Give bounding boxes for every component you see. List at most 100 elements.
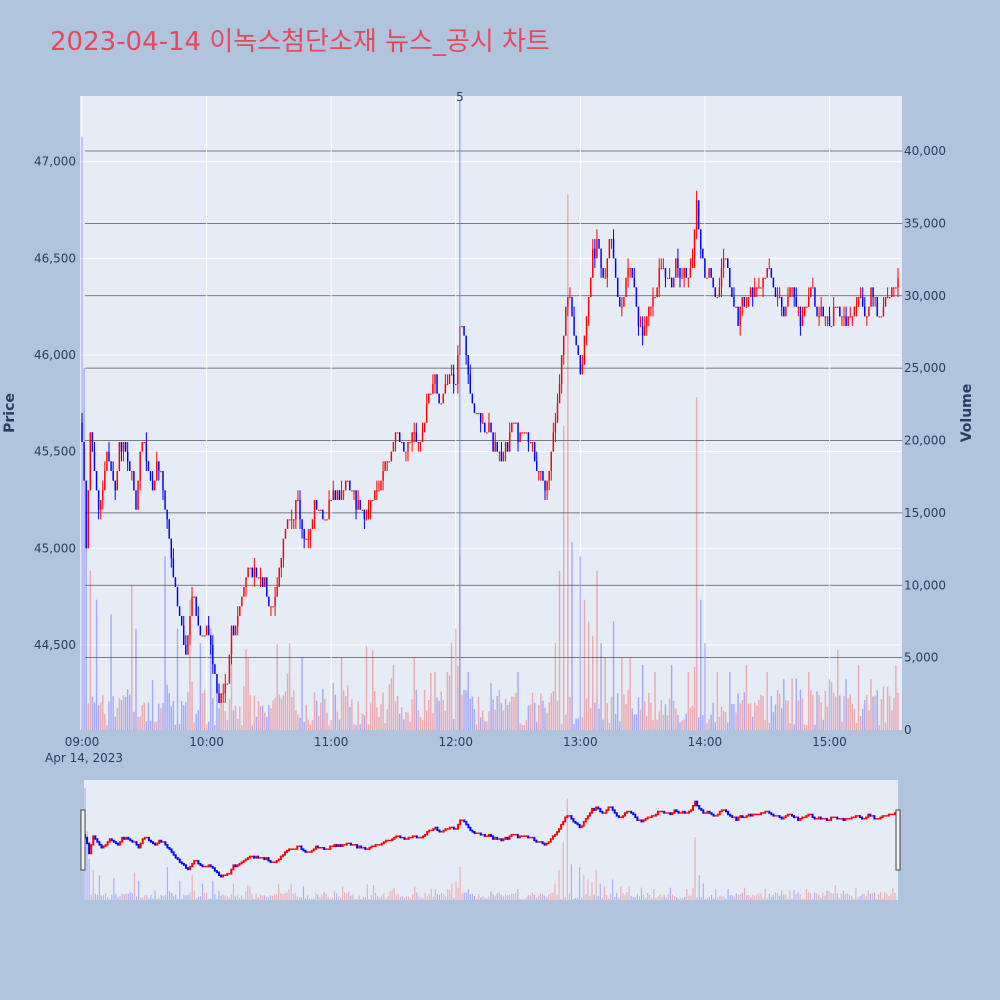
- volume-bar: [444, 710, 447, 730]
- candle-body: [695, 200, 698, 230]
- candle-body: [126, 451, 129, 462]
- volume-bar: [583, 599, 586, 730]
- candle-body: [847, 316, 849, 327]
- candle-body: [85, 480, 87, 549]
- candle-body: [496, 441, 498, 452]
- candle-body: [527, 432, 530, 442]
- candle-body: [440, 403, 442, 405]
- volume-bar: [754, 702, 756, 730]
- volume-bar: [880, 699, 883, 730]
- candle-body: [778, 297, 781, 299]
- candle-body: [290, 519, 293, 521]
- volume-bar: [693, 666, 696, 730]
- price-tick-label: 45,000: [34, 541, 76, 555]
- volume-bar: [502, 710, 505, 730]
- volume-bar: [571, 541, 573, 730]
- volume-bar: [828, 679, 831, 730]
- candle-body: [801, 316, 804, 327]
- volume-bar: [475, 724, 478, 730]
- candle-body: [700, 229, 702, 249]
- candle-body: [228, 654, 231, 684]
- candle-body: [112, 470, 114, 481]
- volume-bar: [533, 702, 536, 730]
- candle-body: [845, 316, 847, 327]
- candle-body: [226, 683, 229, 685]
- candle-body: [222, 693, 224, 695]
- candle-body: [479, 413, 482, 423]
- volume-bar: [95, 599, 98, 730]
- candle-body: [81, 422, 83, 442]
- volume-bar: [552, 691, 555, 730]
- candle-body: [324, 519, 326, 521]
- range-slider[interactable]: [84, 780, 898, 900]
- candle-body: [675, 258, 677, 278]
- time-tick-label: 14:00: [688, 735, 723, 749]
- candle-body: [893, 287, 895, 289]
- candle-body: [457, 355, 459, 385]
- candle-body: [567, 297, 569, 307]
- candle-body: [207, 625, 210, 636]
- candle-body: [886, 297, 889, 299]
- volume-bar: [870, 679, 872, 730]
- candle-body: [768, 268, 770, 270]
- candle-body: [805, 306, 808, 308]
- volume-bar: [569, 696, 571, 730]
- volume-bar: [548, 702, 550, 730]
- candle-body: [828, 316, 831, 327]
- volume-bar: [305, 704, 307, 730]
- volume-bar: [612, 621, 615, 730]
- candle-body: [374, 490, 376, 500]
- candle-body: [851, 316, 854, 318]
- candle-body: [614, 258, 617, 278]
- volume-bar: [234, 705, 237, 730]
- candle-body: [417, 441, 420, 444]
- volume-bar: [380, 704, 382, 730]
- volume-bar: [488, 711, 490, 730]
- candle-body: [749, 287, 752, 298]
- volume-bar: [714, 722, 717, 730]
- range-slider-left-handle[interactable]: [80, 809, 86, 871]
- candle-body: [592, 248, 594, 278]
- volume-bar: [436, 697, 438, 730]
- candle-body: [309, 528, 312, 539]
- volume-bar: [168, 693, 170, 730]
- candle-body: [139, 451, 141, 481]
- candle-body: [87, 490, 89, 549]
- volume-bar: [303, 721, 305, 730]
- volume-bar: [641, 664, 644, 730]
- volume-bar: [151, 679, 154, 730]
- candle-body: [315, 499, 318, 510]
- candle-body: [376, 490, 378, 492]
- candle-body: [774, 287, 777, 298]
- candle-body: [639, 326, 642, 328]
- volume-bar: [797, 700, 800, 730]
- volume-bar: [214, 725, 216, 730]
- candle-body: [351, 490, 353, 492]
- volume-bar: [446, 672, 449, 730]
- range-slider-right-handle[interactable]: [895, 809, 901, 871]
- volume-bar: [288, 643, 291, 730]
- candle-body: [430, 393, 432, 395]
- candle-body: [129, 461, 131, 471]
- volume-bar: [317, 715, 320, 730]
- volume-bar: [129, 694, 131, 730]
- price-axis-ticks: 44,500 45,000 45,500 46,000 46,500 47,000: [34, 155, 76, 652]
- candle-body: [861, 297, 864, 307]
- volume-bar: [230, 643, 233, 730]
- volume-bar: [577, 718, 579, 730]
- candle-body: [577, 345, 579, 356]
- volume-bar: [535, 722, 538, 730]
- volume-bar: [670, 664, 673, 730]
- candle-body: [604, 277, 606, 279]
- volume-bar: [664, 704, 667, 730]
- candle-body: [714, 287, 717, 298]
- volume-bar: [228, 699, 231, 730]
- candle-body: [635, 287, 638, 307]
- volume-bar: [550, 693, 552, 730]
- volume-bar: [855, 723, 858, 730]
- volume-bar: [724, 711, 727, 730]
- candle-body: [234, 625, 237, 636]
- volume-bar: [102, 695, 104, 730]
- volume-bar: [675, 708, 677, 730]
- candle-body: [313, 499, 316, 520]
